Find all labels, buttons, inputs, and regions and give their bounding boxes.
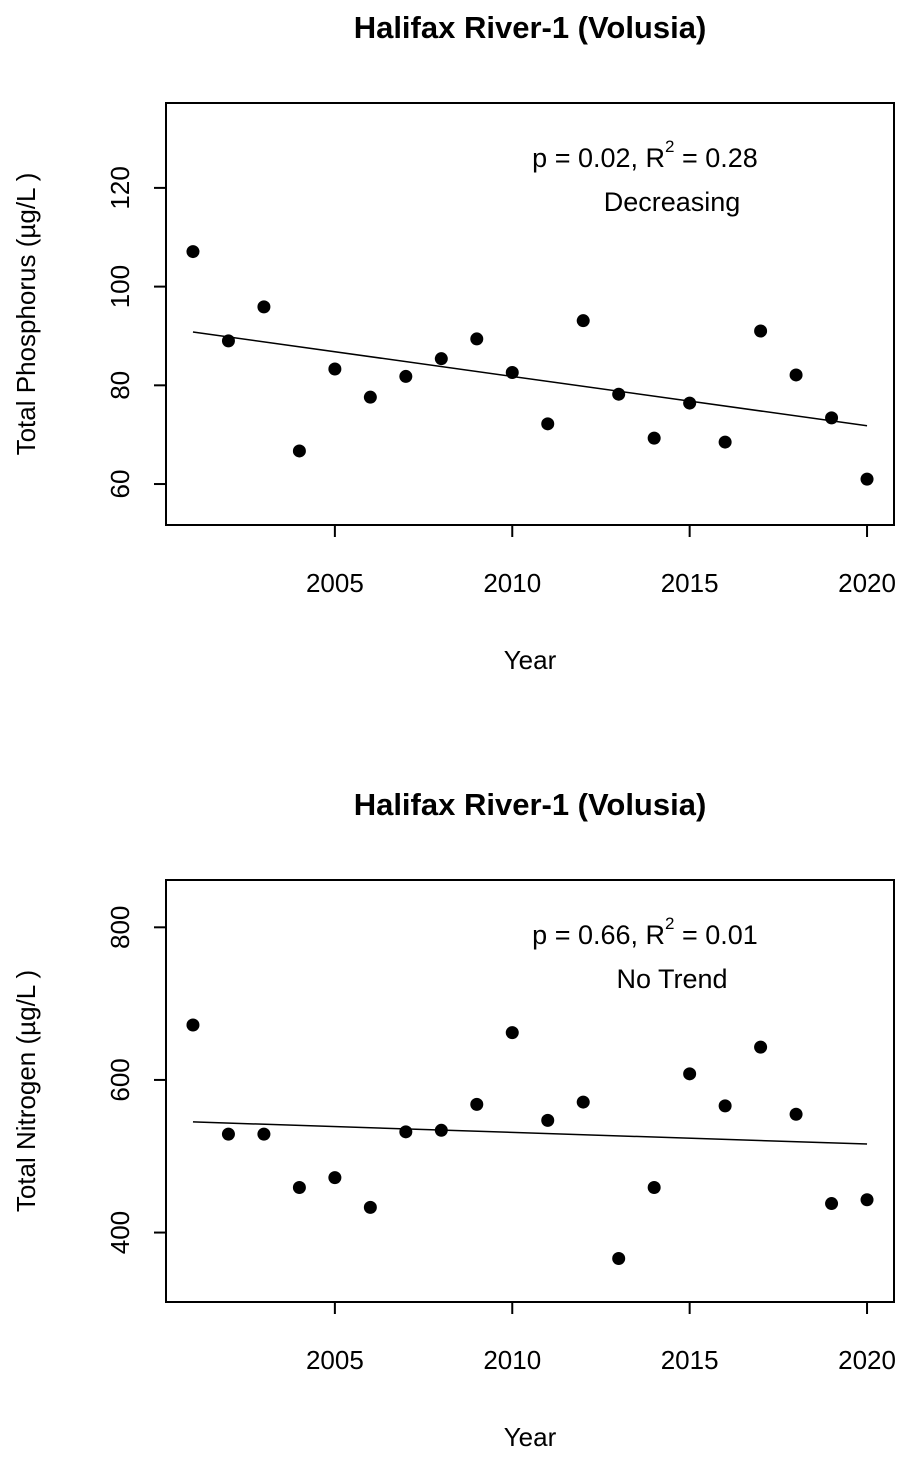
x-tick-label: 2010 (483, 1345, 541, 1375)
x-tick-label: 2020 (838, 568, 896, 598)
data-point (860, 1193, 874, 1207)
data-point (576, 314, 590, 328)
y-tick-label: 600 (105, 1058, 135, 1101)
data-point (363, 1200, 377, 1214)
chart-title: Halifax River-1 (Volusia) (354, 10, 707, 45)
data-point (292, 444, 306, 458)
data-point (860, 472, 874, 486)
data-point (683, 396, 697, 410)
y-tick-label: 100 (105, 265, 135, 308)
data-point (470, 332, 484, 346)
data-point (434, 352, 448, 366)
data-point (505, 1026, 519, 1040)
trend-line (192, 331, 868, 427)
data-point (647, 431, 661, 445)
y-axis-label: Total Nitrogen (µg/L ) (11, 970, 41, 1212)
chart-title: Halifax River-1 (Volusia) (354, 787, 707, 822)
annotation-text: p = 0.66, R (532, 920, 665, 950)
data-point (754, 324, 768, 338)
x-tick-label: 2015 (661, 568, 719, 598)
x-tick-label: 2005 (306, 1345, 364, 1375)
data-point (470, 1097, 484, 1111)
y-tick-label: 60 (105, 470, 135, 499)
data-point (221, 334, 235, 348)
annotation-stats: p = 0.02, R2 = 0.28 (532, 137, 758, 173)
data-point (399, 369, 413, 383)
chart: Halifax River-1 (Volusia) 2005 2010 2015 202… (11, 10, 896, 675)
data-point (825, 1197, 839, 1211)
data-point (434, 1123, 448, 1137)
data-point (328, 362, 342, 376)
annotation-text: = 0.01 (674, 920, 757, 950)
data-point (612, 387, 626, 401)
data-point (221, 1127, 235, 1141)
data-point (825, 411, 839, 425)
x-tick-label: 2010 (483, 568, 541, 598)
data-point (399, 1125, 413, 1139)
annotation-trend: No Trend (616, 964, 727, 994)
data-point (363, 390, 377, 404)
x-axis-label: Year (504, 645, 557, 675)
data-point (186, 245, 200, 259)
data-point (505, 365, 519, 379)
y-tick-label: 80 (105, 371, 135, 400)
data-point (292, 1181, 306, 1195)
data-point (541, 1113, 555, 1127)
y-axis-label: Total Phosphorus (µg/L ) (11, 173, 41, 456)
annotation-superscript: 2 (665, 914, 674, 933)
annotation-superscript: 2 (665, 137, 674, 156)
data-point (257, 300, 271, 314)
data-point (718, 1099, 732, 1113)
annotation-text: = 0.28 (674, 143, 757, 173)
y-tick-label: 400 (105, 1211, 135, 1254)
plot-frame (165, 102, 895, 526)
data-point (789, 1107, 803, 1121)
annotation-trend: Decreasing (604, 187, 741, 217)
data-point (683, 1067, 697, 1081)
data-point (186, 1018, 200, 1032)
data-point (754, 1040, 768, 1054)
annotation-stats: p = 0.66, R2 = 0.01 (532, 914, 758, 950)
y-tick-label: 120 (105, 166, 135, 209)
data-point (541, 417, 555, 431)
data-point (328, 1171, 342, 1185)
data-point (647, 1181, 661, 1195)
chart: Halifax River-1 (Volusia) 2005 2010 2015 202… (11, 787, 896, 1452)
data-point (789, 368, 803, 382)
data-point (257, 1127, 271, 1141)
trend-line (192, 1121, 868, 1145)
annotation-text: p = 0.02, R (532, 143, 665, 173)
data-point (718, 435, 732, 449)
plot-frame (165, 879, 895, 1303)
x-tick-label: 2005 (306, 568, 364, 598)
y-tick-label: 800 (105, 906, 135, 949)
data-point (576, 1095, 590, 1109)
x-tick-label: 2015 (661, 1345, 719, 1375)
x-axis-label: Year (504, 1422, 557, 1452)
x-tick-label: 2020 (838, 1345, 896, 1375)
data-point (612, 1252, 626, 1266)
